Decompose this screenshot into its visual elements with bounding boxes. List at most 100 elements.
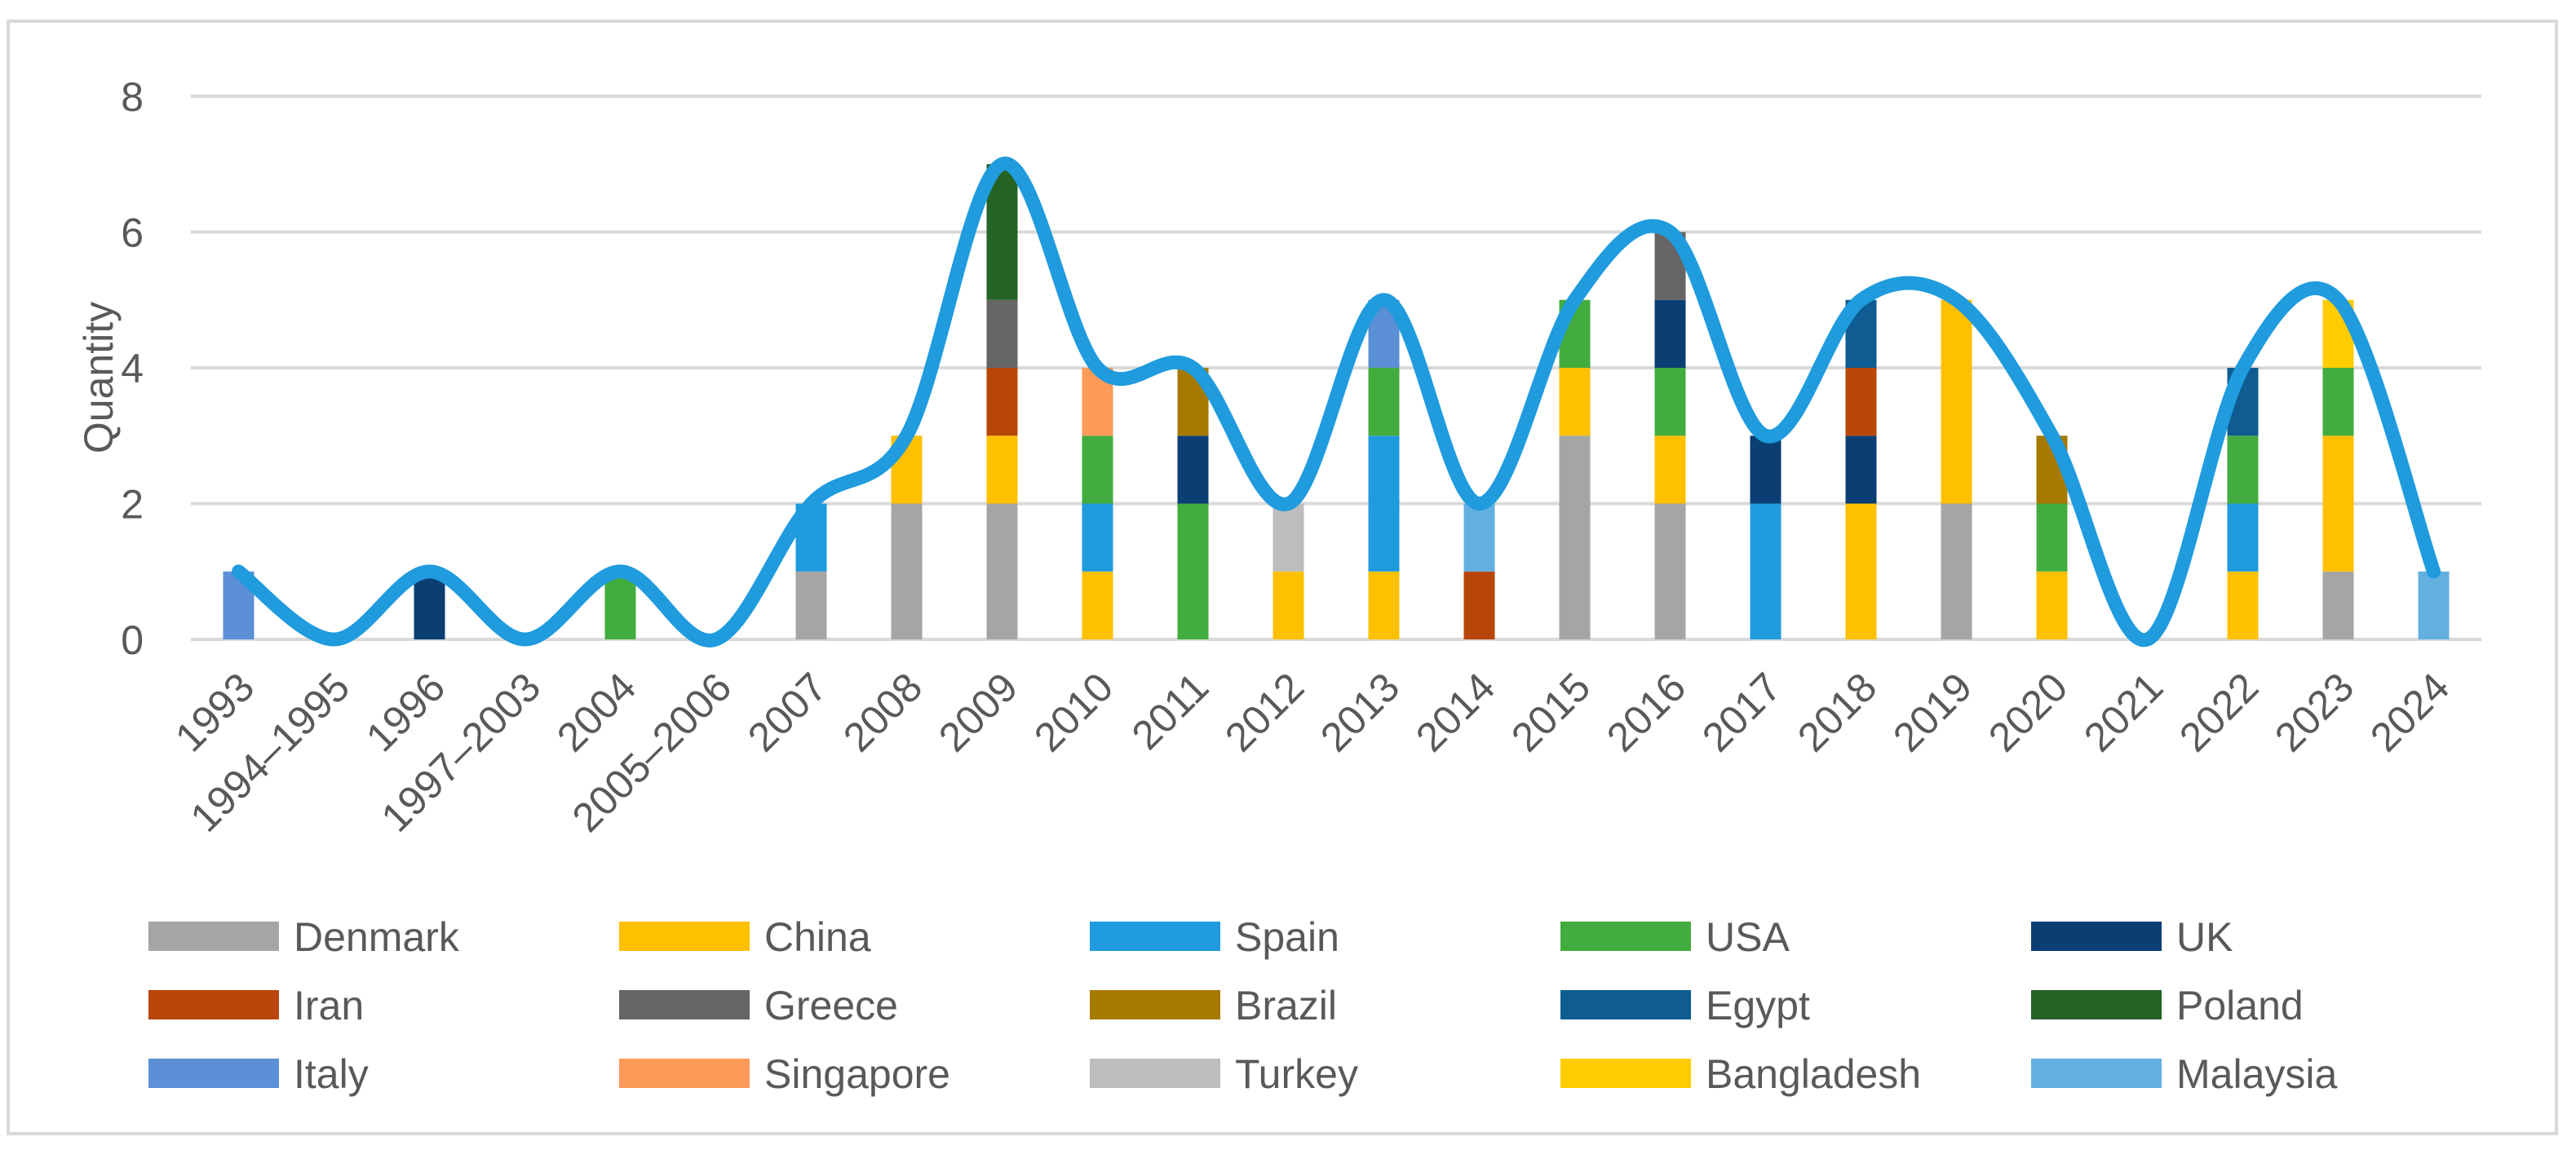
legend-label: Denmark (294, 914, 460, 960)
legend-swatch (2031, 990, 2162, 1019)
bar-segment-usa (1654, 368, 1686, 436)
x-tick-label: 2014 (1407, 664, 1503, 760)
bar-segment-malaysia (1463, 503, 1495, 572)
bar-segment-usa (2036, 503, 2068, 572)
legend-label: Turkey (1235, 1051, 1358, 1097)
legend-item-singapore: Singapore (619, 1051, 950, 1097)
legend-label: Bangladesh (1706, 1051, 1921, 1097)
bar-segment-iran (1463, 571, 1495, 639)
legend-item-usa: USA (1560, 914, 1790, 960)
y-tick-label: 2 (121, 482, 144, 528)
bar-segment-china (2227, 571, 2259, 639)
legend-swatch (2031, 1059, 2162, 1088)
legend-item-italy: Italy (148, 1051, 369, 1097)
x-tick-label: 2024 (2361, 664, 2458, 760)
legend-item-brazil: Brazil (1090, 983, 1337, 1028)
bar-segment-denmark (795, 571, 827, 639)
legend-swatch (1090, 922, 1220, 951)
bar-segment-usa (1177, 503, 1209, 639)
x-tick-label: 2010 (1025, 664, 1122, 760)
x-tick-label: 2011 (1123, 664, 1218, 758)
legend-label: Singapore (764, 1051, 950, 1097)
gridlines (191, 95, 2481, 641)
legend-item-china: China (619, 914, 871, 960)
x-axis-ticks: 19931994–199519961997–200320042005–20062… (166, 664, 2458, 841)
legend-swatch (619, 1059, 750, 1088)
legend-label: Iran (294, 983, 364, 1028)
bar-segment-iran (986, 368, 1018, 436)
legend-item-poland: Poland (2031, 983, 2304, 1028)
bar-segment-denmark (1654, 503, 1686, 639)
legend-label: Italy (294, 1051, 369, 1097)
y-axis-ticks: 0 2 4 6 8 (121, 74, 144, 663)
legend-item-malaysia: Malaysia (2031, 1051, 2337, 1097)
x-tick-label: 2018 (1789, 664, 1885, 760)
legend-label: China (764, 914, 871, 960)
bar-segment-spain (1368, 436, 1400, 572)
stacked-bars (223, 164, 2450, 639)
legend-swatch (1560, 922, 1691, 951)
bar-segment-china (1559, 368, 1591, 436)
legend-label: Poland (2176, 983, 2304, 1028)
bar-segment-china (1082, 571, 1113, 639)
legend-swatch (1560, 1059, 1691, 1088)
x-tick-label: 2021 (2075, 664, 2171, 760)
x-tick-label: 2012 (1216, 664, 1312, 760)
bar-segment-usa (2227, 436, 2259, 504)
bar-segment-iran (1845, 368, 1877, 436)
legend-label: Brazil (1235, 983, 1337, 1028)
y-axis-title: Quantity (76, 302, 122, 453)
bar-segment-spain (2227, 503, 2259, 572)
bar-segment-uk (1750, 436, 1782, 504)
bar-segment-greece (986, 299, 1018, 368)
legend-label: USA (1706, 914, 1790, 960)
bar-segment-usa (1368, 368, 1400, 436)
legend-item-bangladesh: Bangladesh (1560, 1051, 1921, 1097)
legend-item-spain: Spain (1090, 914, 1339, 960)
x-tick-label: 2019 (1884, 664, 1981, 760)
bar-segment-china (1654, 436, 1686, 504)
bar-segment-denmark (986, 503, 1018, 639)
y-tick-label: 4 (121, 346, 144, 391)
x-tick-label: 2007 (739, 664, 835, 760)
x-tick-label: 2016 (1598, 664, 1694, 760)
legend-label: Malaysia (2176, 1051, 2337, 1097)
legend-item-iran: Iran (148, 983, 364, 1028)
bar-segment-china (1845, 503, 1877, 639)
legend-swatch (2031, 922, 2162, 951)
bar-segment-china (1273, 571, 1304, 639)
bar-segment-denmark (2322, 571, 2354, 639)
legend-label: Spain (1235, 914, 1339, 960)
bar-segment-denmark (1941, 503, 1972, 639)
legend-item-uk: UK (2031, 914, 2233, 960)
bar-segment-spain (1082, 503, 1113, 572)
x-tick-label: 2020 (1980, 664, 2076, 760)
bar-segment-malaysia (2418, 571, 2450, 639)
bar-segment-uk (414, 571, 445, 639)
legend-label: UK (2176, 914, 2233, 960)
y-tick-label: 0 (121, 617, 144, 663)
bar-segment-usa (2322, 368, 2354, 436)
legend-swatch (619, 990, 750, 1019)
bar-segment-china (986, 436, 1018, 504)
x-tick-label: 2022 (2171, 664, 2267, 760)
legend-swatch (148, 1059, 279, 1088)
legend-item-egypt: Egypt (1560, 983, 1810, 1028)
bar-segment-uk (1654, 299, 1686, 368)
bar-segment-denmark (1559, 436, 1591, 639)
x-tick-label: 2017 (1693, 664, 1790, 760)
legend-swatch (1560, 990, 1691, 1019)
legend-swatch (619, 922, 750, 951)
bar-segment-denmark (891, 503, 923, 639)
legend-item-greece: Greece (619, 983, 898, 1028)
legend-swatch (148, 990, 279, 1019)
bar-segment-china (2036, 571, 2068, 639)
legend-label: Egypt (1706, 983, 1810, 1028)
bar-segment-turkey (1273, 503, 1304, 572)
x-tick-label: 2023 (2266, 664, 2362, 760)
bar-segment-china (1368, 571, 1400, 639)
bar-segment-spain (1750, 503, 1782, 639)
legend-label: Greece (764, 983, 898, 1028)
legend-swatch (148, 922, 279, 951)
x-tick-label: 2009 (930, 664, 1026, 760)
